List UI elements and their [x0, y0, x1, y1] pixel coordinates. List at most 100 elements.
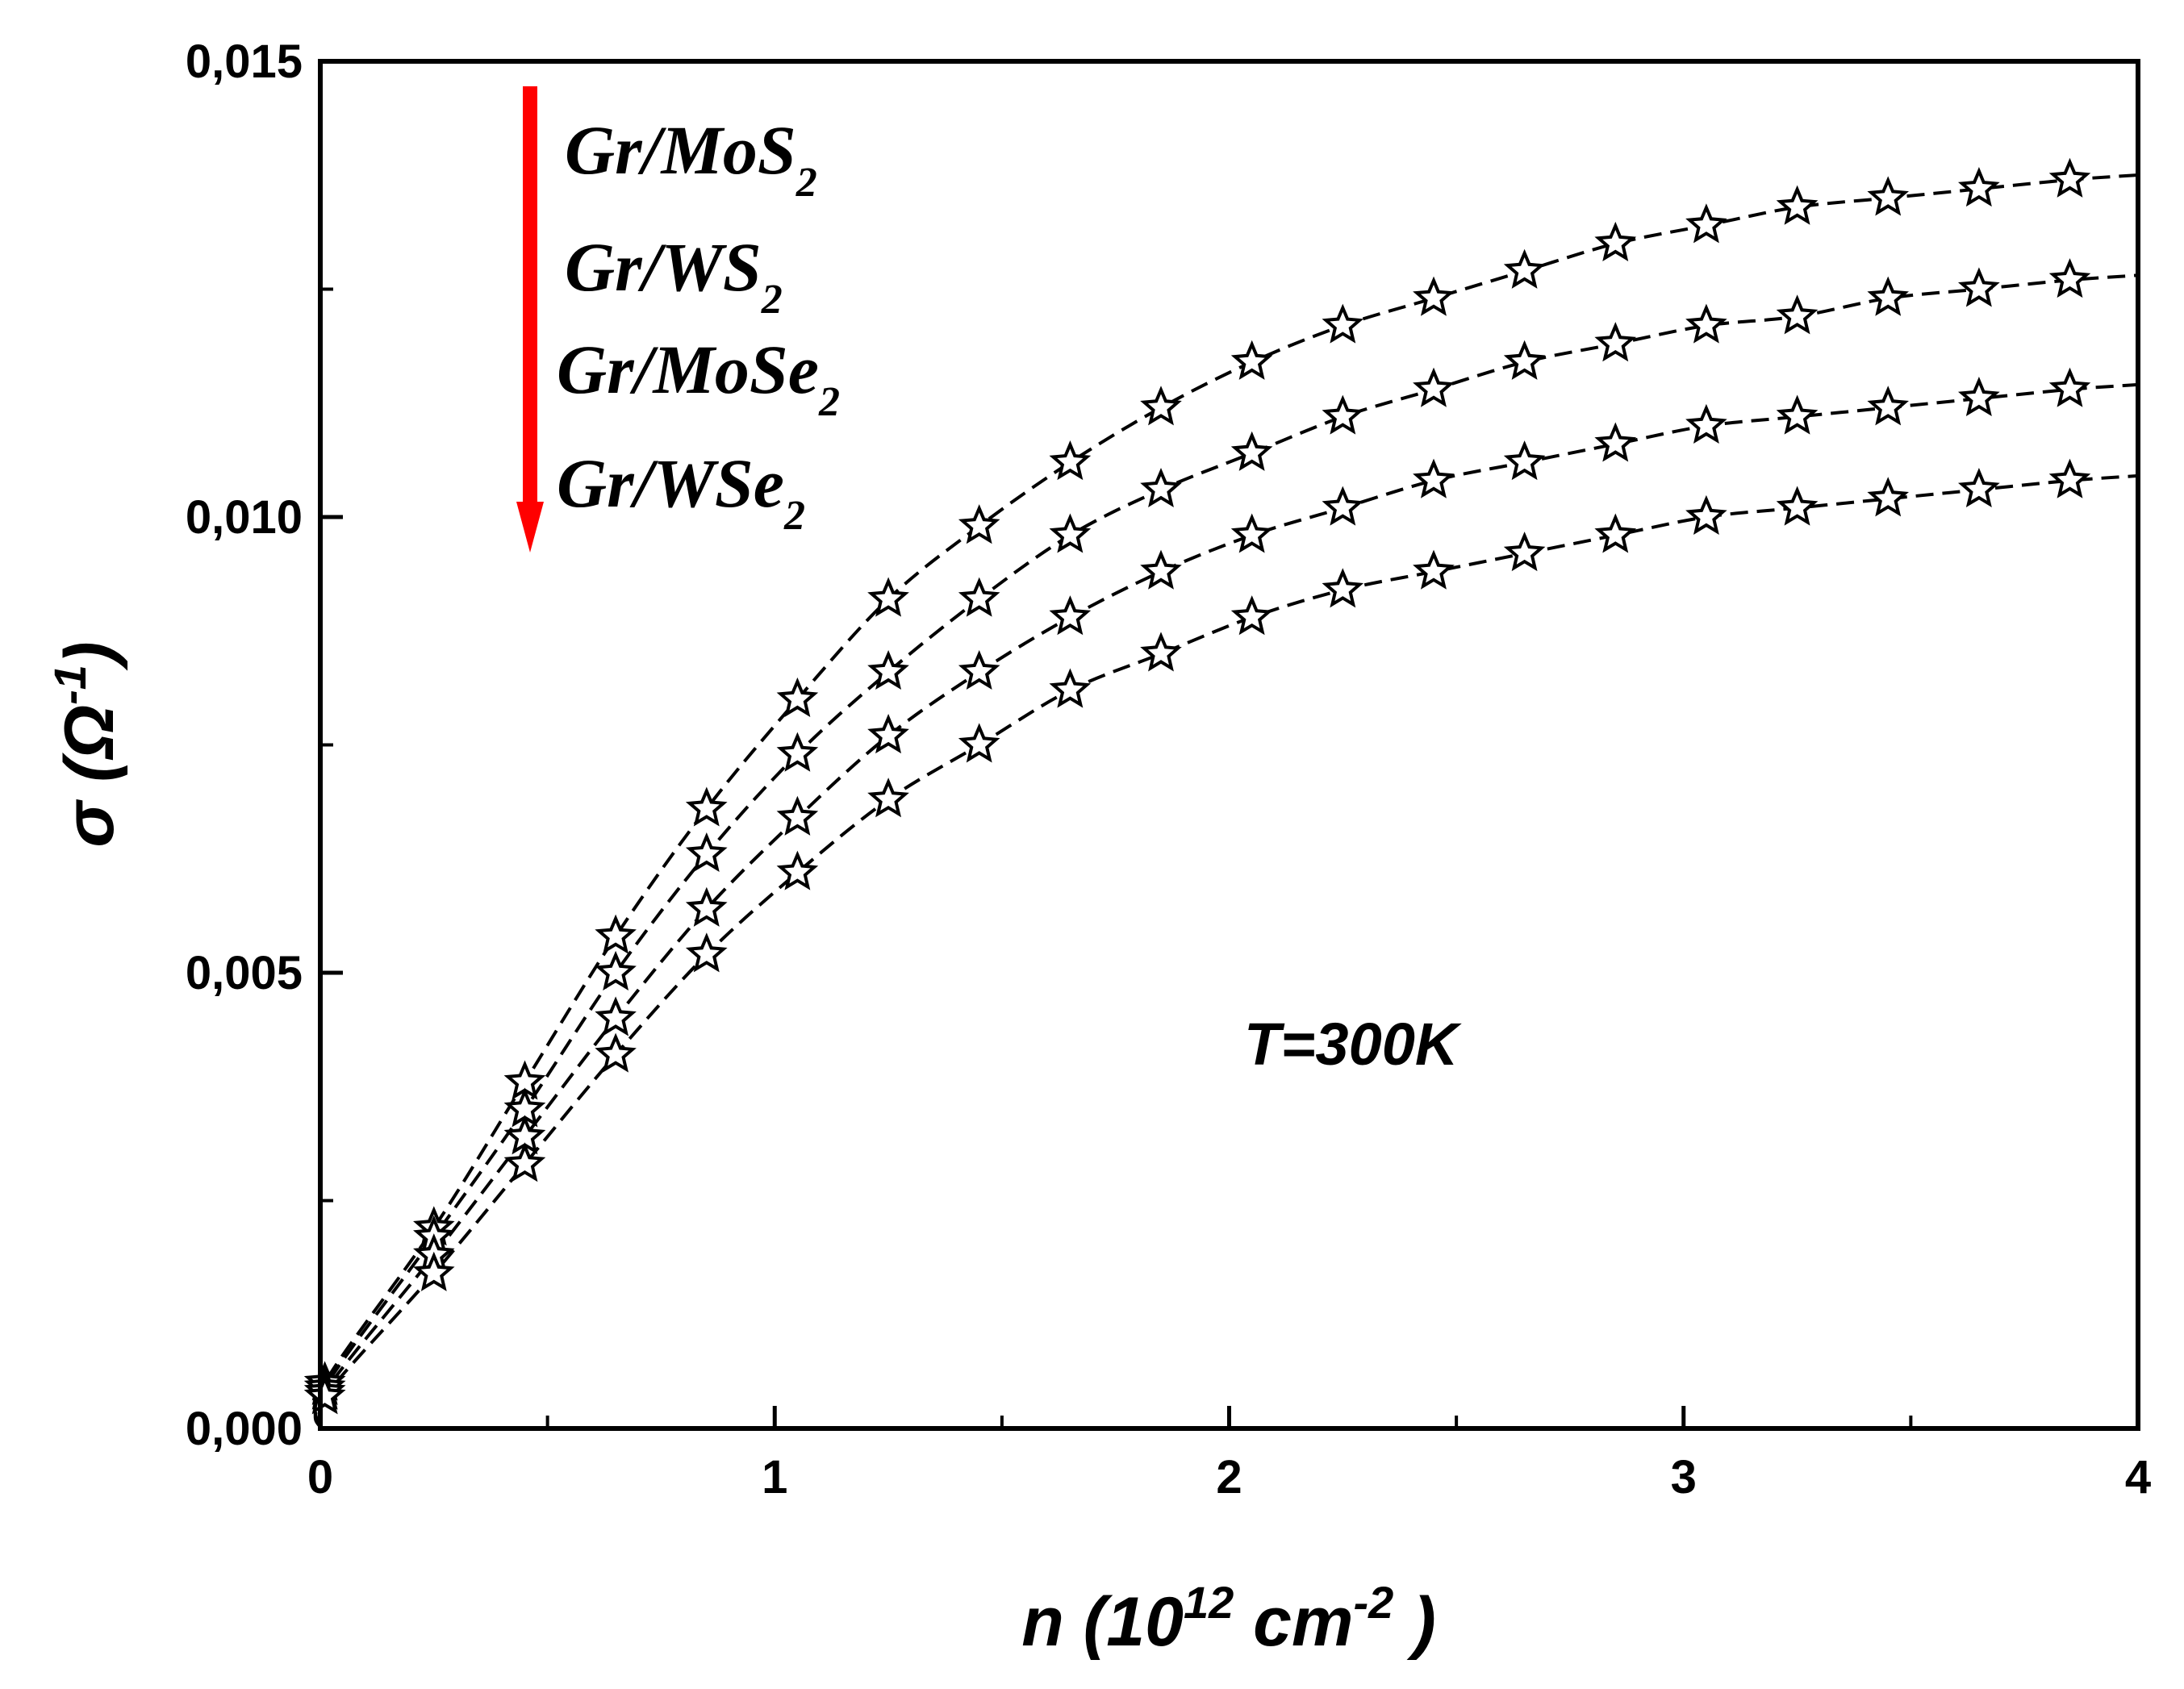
fit-curve-4 [313, 473, 2139, 1429]
data-point [1957, 167, 2000, 207]
data-point [1957, 376, 2000, 417]
data-point [1140, 549, 1182, 590]
data-point [1230, 340, 1273, 380]
legend-label: Gr/MoS2 [565, 111, 817, 206]
fit-curve-3 [313, 382, 2139, 1429]
data-point [685, 886, 728, 927]
legend-arrow [516, 86, 544, 553]
data-point [685, 832, 728, 873]
temperature-annotation: T=300K [1244, 1011, 1462, 1078]
legend-label-subscript: 2 [761, 277, 783, 323]
data-point [595, 950, 637, 990]
legend-label-subscript: 2 [783, 493, 805, 539]
x-axis-title-exp2: -2 [1353, 1577, 1393, 1628]
y-axis-title: σ (Ω-1) [44, 641, 128, 847]
data-point [776, 795, 819, 836]
data-point [1413, 276, 1455, 316]
data-point [776, 850, 819, 890]
data-point [1322, 303, 1364, 344]
data-point [413, 1251, 455, 1291]
data-point [776, 677, 819, 717]
data-point [1867, 386, 1909, 426]
data-point [958, 504, 1000, 544]
data-point [1867, 276, 1909, 316]
y-axis-ticks: 0,000 0,005 0,010 0,015 [186, 35, 343, 1455]
data-point [595, 914, 637, 954]
y-tick-label: 0,010 [186, 491, 303, 544]
data-point [1503, 248, 1546, 289]
data-point [1594, 221, 1637, 261]
data-point [867, 714, 909, 754]
data-point [1957, 467, 2000, 508]
x-tick-label: 4 [2125, 1451, 2151, 1503]
data-point [1957, 267, 2000, 307]
data-point [958, 723, 1000, 763]
data-point [867, 778, 909, 818]
data-point [1594, 322, 1637, 362]
data-point [1685, 403, 1727, 444]
x-tick-label: 2 [1216, 1451, 1242, 1503]
data-point [1776, 185, 1819, 225]
data-point [503, 1142, 546, 1182]
data-point [1322, 568, 1364, 608]
x-axis-title: n (1012 cm-2 ) [1021, 1577, 1436, 1661]
x-axis-title-mid: cm [1234, 1583, 1353, 1661]
data-point [1776, 486, 1819, 526]
data-point [2048, 367, 2091, 407]
x-tick-label: 0 [307, 1451, 333, 1503]
y-axis-title-exp: -1 [44, 665, 95, 705]
x-tick-label: 1 [762, 1451, 787, 1503]
data-point [1503, 340, 1546, 380]
data-point [1049, 668, 1092, 708]
data-point [595, 996, 637, 1036]
data-point [1413, 549, 1455, 590]
data-point [595, 1032, 637, 1073]
legend-label-subscript: 2 [796, 160, 817, 206]
x-axis-title-exp1: 12 [1184, 1577, 1234, 1628]
y-tick-label: 0,005 [186, 947, 303, 999]
x-tick-label: 3 [1671, 1451, 1697, 1503]
data-point [1049, 513, 1092, 553]
data-point [1230, 595, 1273, 636]
legend-label-subscript: 2 [818, 379, 840, 425]
data-point [1322, 486, 1364, 526]
data-point [1140, 632, 1182, 672]
y-tick-label: 0,015 [186, 35, 303, 88]
data-point [1049, 595, 1092, 636]
data-point [1776, 394, 1819, 435]
y-axis-title-base: σ (Ω [51, 705, 128, 848]
data-point [685, 932, 728, 973]
legend-label-base: Gr/WS [565, 228, 762, 306]
data-point [1594, 422, 1637, 462]
x-axis-title-base: n (10 [1021, 1583, 1184, 1661]
data-point [1230, 513, 1273, 553]
data-point [1867, 477, 1909, 517]
data-markers [303, 157, 2091, 1415]
data-point [303, 1374, 346, 1415]
data-point [1413, 367, 1455, 407]
data-point [867, 577, 909, 617]
legend-label: Gr/WSe2 [557, 444, 805, 539]
data-point [1413, 458, 1455, 498]
y-tick-label: 0,000 [186, 1403, 303, 1455]
data-point [1503, 532, 1546, 572]
data-point [1322, 394, 1364, 435]
data-point [1685, 494, 1727, 535]
data-point [958, 577, 1000, 617]
data-point [1140, 467, 1182, 508]
data-point [958, 649, 1000, 690]
data-point [2048, 157, 2091, 198]
data-point [2048, 258, 2091, 298]
data-point [2048, 458, 2091, 498]
data-point [1776, 294, 1819, 335]
data-point [867, 649, 909, 690]
data-point [776, 732, 819, 772]
x-axis-ticks: 0 1 2 3 4 [307, 1406, 2151, 1503]
data-point [1594, 513, 1637, 553]
legend-label-base: Gr/MoSe [557, 331, 819, 408]
x-axis-title-end: ) [1393, 1583, 1436, 1661]
data-point [1230, 431, 1273, 471]
data-point [1140, 386, 1182, 426]
